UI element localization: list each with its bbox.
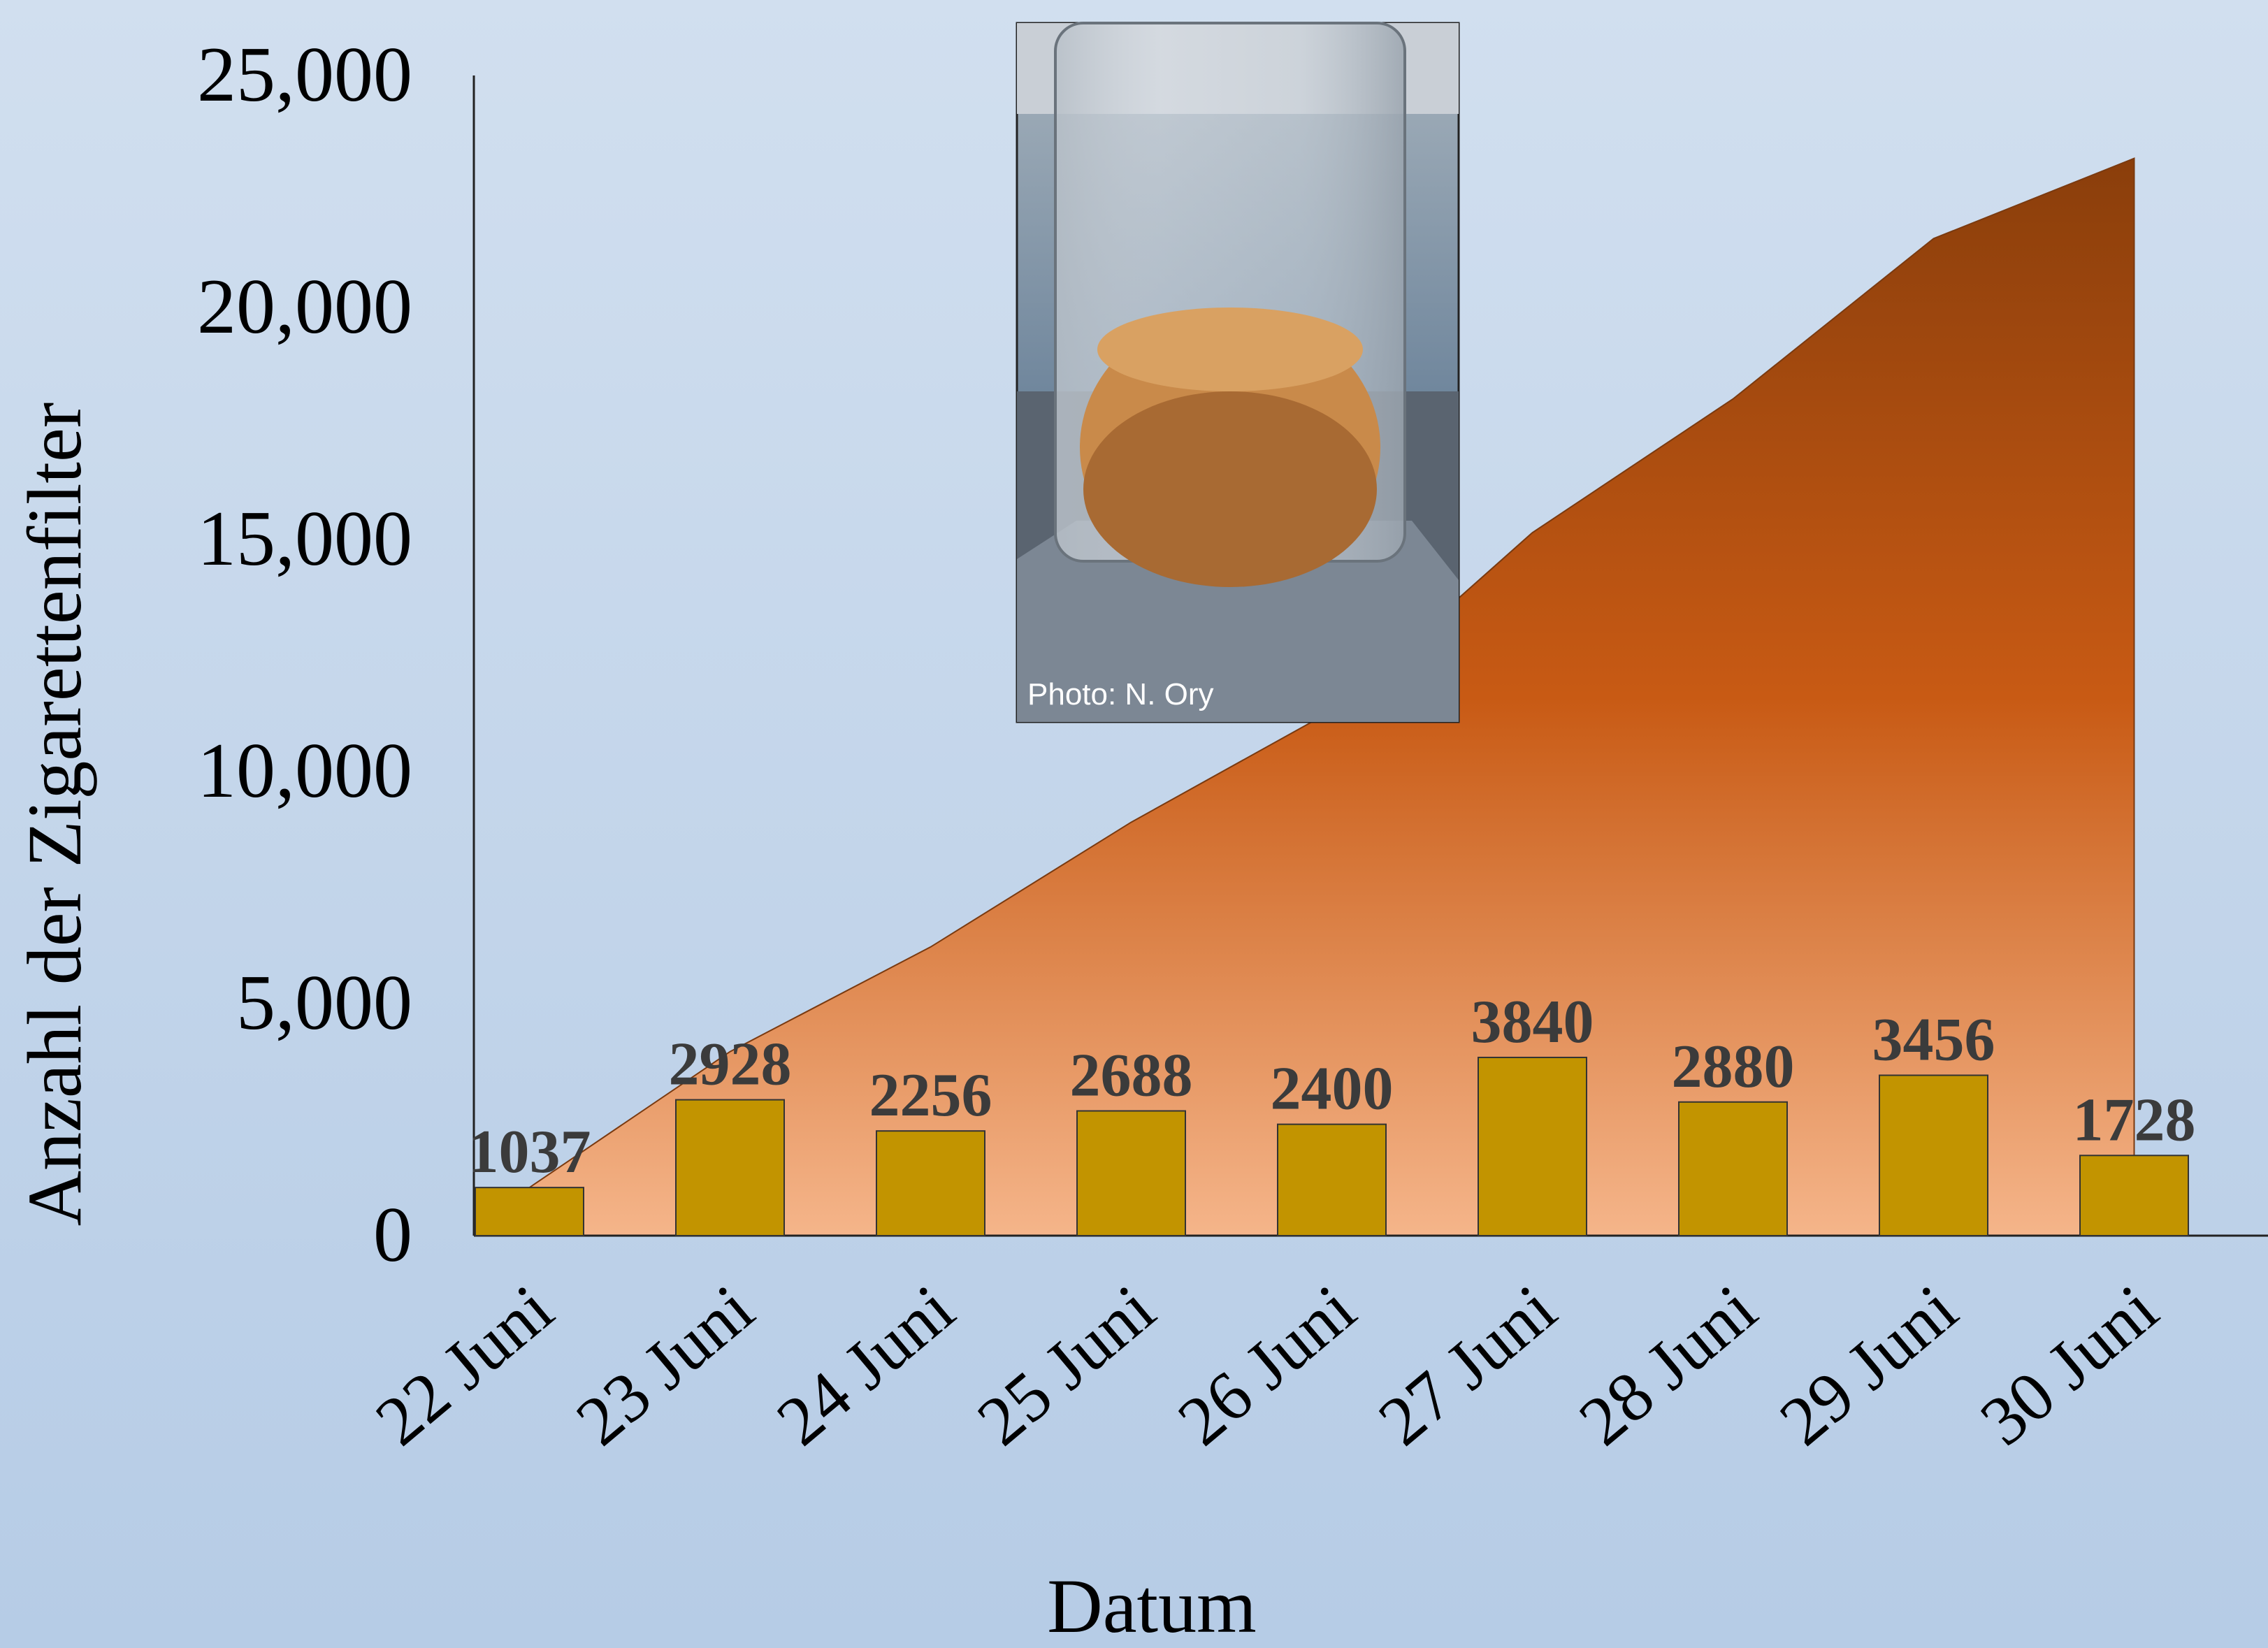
x-tick-label-5: 26 Juni: [1164, 1270, 1370, 1461]
bar-2: [675, 1099, 785, 1237]
bars: [475, 1057, 2189, 1237]
x-axis-label: Datum: [1047, 1563, 1256, 1648]
data-label-4: 2688: [1070, 1042, 1193, 1110]
y-tick-label-4: 15,000: [197, 496, 412, 582]
bar-5: [1277, 1123, 1387, 1237]
x-tick-label-8: 29 Juni: [1765, 1270, 1972, 1461]
bar-6: [1478, 1057, 1587, 1237]
photo-credit: Photo: N. Ory: [1027, 677, 1214, 711]
y-tick-label-1: 0: [373, 1192, 412, 1278]
bar-3: [876, 1130, 985, 1237]
bar-8: [1879, 1074, 1988, 1236]
data-label-6: 3840: [1471, 988, 1594, 1056]
x-tick-label-7: 28 Juni: [1565, 1270, 1771, 1461]
y-tick-label-5: 20,000: [197, 263, 412, 350]
bar-9: [2079, 1155, 2189, 1236]
x-tick-label-6: 27 Juni: [1364, 1270, 1570, 1461]
y-axis-label: Anzahl der Zigarettenfilter: [12, 403, 97, 1227]
x-tick-label-1: 22 Juni: [361, 1270, 568, 1461]
bar-1: [475, 1187, 584, 1236]
y-tick-label-6: 25,000: [197, 31, 412, 118]
data-label-9: 1728: [2073, 1086, 2196, 1154]
x-tick-label-3: 24 Juni: [763, 1270, 969, 1461]
bar-7: [1678, 1101, 1788, 1236]
y-tick-label-2: 5,000: [236, 960, 412, 1046]
y-tick-labels: 0 5,000 10,000 15,000 20,000 25,000: [197, 31, 412, 1278]
bar-4: [1076, 1110, 1186, 1237]
data-label-1: 1037: [468, 1118, 591, 1186]
data-label-2: 2928: [669, 1031, 792, 1099]
data-labels: 1037 2928 2256 2688 2400 3840 2880 3456 1728: [468, 988, 2196, 1186]
data-label-3: 2256: [869, 1062, 992, 1129]
data-label-7: 2880: [1672, 1033, 1795, 1101]
x-tick-label-9: 30 Juni: [1966, 1270, 2172, 1461]
y-tick-label-3: 10,000: [197, 728, 412, 814]
inset-photo: Photo: N. Ory: [1016, 22, 1460, 723]
data-label-5: 2400: [1271, 1055, 1394, 1123]
x-tick-label-4: 25 Juni: [963, 1270, 1169, 1461]
data-label-8: 3456: [1872, 1006, 1995, 1074]
x-tick-label-2: 23 Juni: [562, 1270, 768, 1461]
